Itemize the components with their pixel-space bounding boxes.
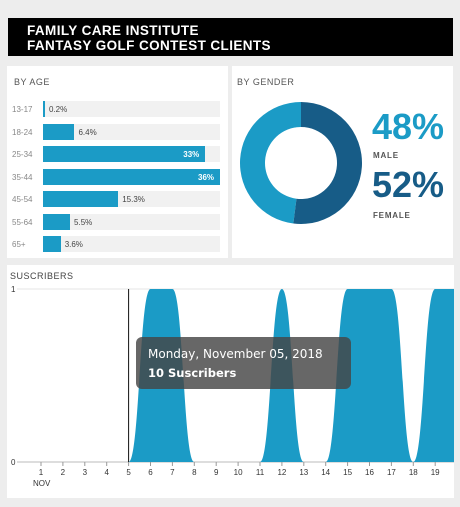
age-bar-track: 15.3% bbox=[43, 191, 220, 207]
age-row: 65+ 3.6% bbox=[7, 236, 228, 253]
donut-slice-female[interactable] bbox=[293, 102, 363, 224]
x-tick-label: 8 bbox=[192, 468, 197, 477]
subscribers-area-chart[interactable]: 123456789101112131415161718192NOV01 bbox=[7, 265, 454, 498]
age-bar[interactable] bbox=[43, 123, 75, 140]
gender-panel: BY GENDER 48% MALE 52% FEMALE bbox=[232, 66, 453, 258]
gender-panel-title: BY GENDER bbox=[237, 77, 295, 87]
age-bar[interactable] bbox=[43, 213, 71, 230]
x-tick-label: 13 bbox=[299, 468, 308, 477]
x-tick-label: 16 bbox=[365, 468, 374, 477]
header-title-line1: FAMILY CARE INSTITUTE bbox=[27, 23, 199, 38]
age-bar[interactable] bbox=[43, 101, 45, 117]
subscribers-panel: 123456789101112131415161718192NOV01 SUSC… bbox=[7, 265, 454, 498]
x-tick-label: 5 bbox=[126, 468, 131, 477]
age-category-label: 45-54 bbox=[12, 195, 33, 204]
age-value-label: 5.5% bbox=[74, 217, 93, 227]
age-bar[interactable] bbox=[43, 146, 206, 162]
age-category-label: 13-17 bbox=[12, 105, 33, 114]
x-tick-label: 7 bbox=[170, 468, 175, 477]
age-bar[interactable] bbox=[43, 236, 61, 252]
subscribers-panel-title: SUSCRIBERS bbox=[10, 271, 74, 281]
age-row: 45-54 15.3% bbox=[7, 191, 228, 208]
x-tick-label: 9 bbox=[214, 468, 219, 477]
age-value-label: 3.6% bbox=[64, 240, 83, 249]
tooltip-value: 10 Suscribers bbox=[148, 366, 237, 380]
age-bar-track: 36% bbox=[43, 168, 220, 185]
age-panel-title: BY AGE bbox=[14, 77, 50, 87]
age-bar-track: 5.5% bbox=[43, 213, 220, 230]
chart-tooltip: Monday, November 05, 2018 10 Suscribers bbox=[136, 337, 351, 389]
age-bar-track: 6.4% bbox=[43, 123, 220, 140]
x-tick-label: 3 bbox=[83, 468, 88, 477]
age-value-label: 36% bbox=[198, 172, 215, 182]
subscribers-area-series[interactable] bbox=[41, 289, 454, 462]
x-tick-label: 1 bbox=[39, 468, 44, 477]
y-tick-label: 0 bbox=[11, 458, 16, 467]
x-tick-label: 15 bbox=[343, 468, 352, 477]
age-row: 13-17 0.2% bbox=[7, 101, 228, 118]
y-tick-label: 1 bbox=[11, 285, 16, 294]
age-value-label: 33% bbox=[183, 150, 200, 159]
age-category-label: 18-24 bbox=[12, 127, 33, 137]
age-row: 35-44 36% bbox=[7, 168, 228, 186]
age-bar-track: 33% bbox=[43, 146, 220, 162]
female-label: FEMALE bbox=[373, 211, 411, 220]
gender-donut-chart bbox=[240, 102, 363, 224]
age-row: 55-64 5.5% bbox=[7, 213, 228, 231]
female-percentage: 52% bbox=[372, 164, 445, 205]
age-panel: BY AGE 13-17 0.2% 18-24 6.4% 25-34 33% 35-44 36… bbox=[7, 66, 228, 258]
x-tick-label: 19 bbox=[431, 468, 440, 477]
x-tick-label: 6 bbox=[148, 468, 153, 477]
report-header: FAMILY CARE INSTITUTE FANTASY GOLF CONTE… bbox=[8, 18, 453, 56]
donut-slice-male[interactable] bbox=[240, 102, 301, 224]
x-tick-label: 17 bbox=[387, 468, 396, 477]
age-category-label: 65+ bbox=[12, 240, 26, 249]
male-label: MALE bbox=[373, 151, 399, 160]
age-bar[interactable] bbox=[43, 191, 119, 207]
age-row: 25-34 33% bbox=[7, 146, 228, 163]
age-value-label: 0.2% bbox=[49, 105, 68, 114]
age-category-label: 35-44 bbox=[12, 172, 33, 182]
x-tick-label: 18 bbox=[409, 468, 418, 477]
x-tick-label: 14 bbox=[321, 468, 330, 477]
x-tick-label: 10 bbox=[234, 468, 243, 477]
age-row: 18-24 6.4% bbox=[7, 123, 228, 141]
x-tick-label: 4 bbox=[104, 468, 109, 477]
x-axis-month-label: NOV bbox=[33, 479, 51, 488]
x-tick-label: 12 bbox=[277, 468, 286, 477]
x-tick-label: 2 bbox=[61, 468, 66, 477]
age-category-label: 55-64 bbox=[12, 217, 33, 227]
age-value-label: 15.3% bbox=[122, 195, 145, 204]
header-title-line2: FANTASY GOLF CONTEST CLIENTS bbox=[27, 38, 271, 53]
age-category-label: 25-34 bbox=[12, 150, 33, 159]
x-tick-label: 11 bbox=[256, 468, 265, 477]
age-value-label: 6.4% bbox=[78, 127, 97, 137]
age-bar-track: 3.6% bbox=[43, 236, 220, 252]
age-bar-track: 0.2% bbox=[43, 101, 220, 117]
age-bar[interactable] bbox=[43, 168, 220, 185]
tooltip-date: Monday, November 05, 2018 bbox=[148, 347, 323, 361]
male-percentage: 48% bbox=[372, 106, 445, 147]
